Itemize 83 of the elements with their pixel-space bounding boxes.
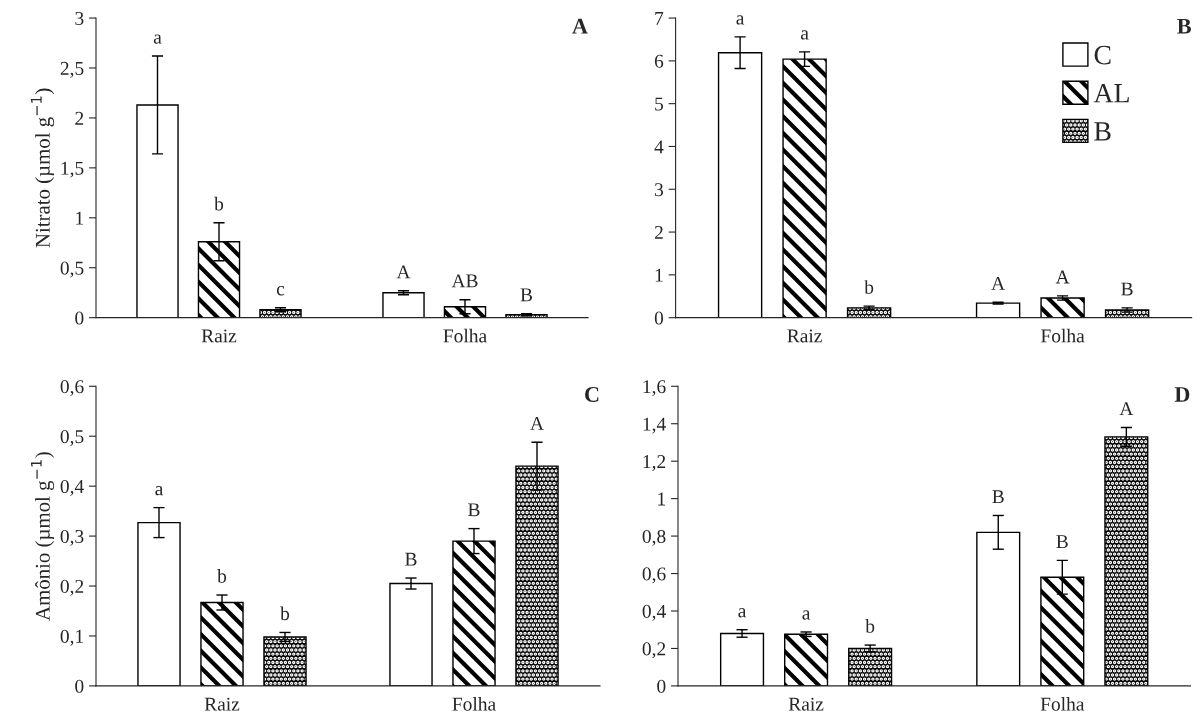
x-tick-label: Raiz [788, 697, 824, 711]
x-tick-label: Folha [1040, 697, 1085, 711]
bar [846, 307, 892, 318]
y-tick-label: 7 [655, 12, 664, 25]
data-label: b [217, 569, 227, 583]
y-tick-label: 1,4 [643, 417, 666, 434]
y-tick-label: 0 [75, 311, 84, 325]
data-label: A [1055, 270, 1070, 284]
data-label: A [530, 416, 544, 430]
y-tick-label: 2 [75, 111, 84, 125]
data-label: b [214, 196, 224, 211]
y-tick-label: 1 [658, 492, 666, 506]
y-tick-label: 6 [654, 54, 664, 68]
y-tick-label: 4 [654, 140, 664, 154]
y-tick-label: 1,6 [643, 380, 666, 397]
y-tick-label: 1 [655, 268, 663, 282]
data-label: a [736, 15, 745, 25]
x-tick-label: Folha [443, 328, 487, 343]
legend-label: B [1094, 122, 1111, 141]
legend-label: C [1094, 45, 1111, 65]
x-tick-label: Raiz [201, 329, 237, 343]
y-tick-label: 3 [75, 11, 84, 25]
data-label: a [153, 34, 162, 44]
data-label: b [865, 619, 875, 633]
bar [975, 302, 1021, 318]
data-label: b [864, 280, 874, 294]
y-tick-label: 0 [657, 679, 666, 693]
bar [1104, 309, 1150, 318]
chart-title: C [585, 386, 599, 402]
y-tick-label: 0,6 [60, 380, 84, 397]
data-label: A [991, 276, 1005, 290]
y-tick-label: 0,1 [60, 629, 84, 646]
y-tick-label: 5 [655, 97, 664, 111]
data-label: B [520, 288, 533, 302]
y-axis-title: Nitrato (µmol g$^{−1}$) [31, 88, 55, 248]
data-label: B [468, 503, 480, 517]
y-tick-label: 2 [654, 225, 663, 239]
y-tick-label: 2,5 [60, 61, 84, 78]
data-label: a [155, 486, 164, 496]
data-label: A [396, 265, 411, 279]
data-label: AB [451, 274, 478, 288]
data-label: a [802, 610, 811, 620]
y-tick-label: 0,6 [642, 567, 666, 584]
data-label: B [992, 490, 1004, 504]
y-tick-label: 0,2 [60, 579, 84, 596]
x-tick-label: Folha [1041, 328, 1085, 343]
y-tick-label: 0,2 [642, 642, 666, 659]
bar [848, 647, 893, 686]
y-tick-label: 1 [76, 211, 84, 225]
data-label: B [405, 552, 417, 566]
y-tick-label: 0,8 [642, 529, 666, 546]
y-tick-label: 0,5 [60, 261, 84, 278]
y-tick-label: 0,3 [60, 529, 84, 546]
data-label: a [738, 608, 747, 618]
y-tick-label: 3 [655, 183, 664, 197]
chart-title: B [1177, 18, 1191, 34]
bar [382, 292, 425, 318]
chart-title: A [572, 18, 588, 34]
data-label: B [1121, 282, 1133, 296]
data-label: A [1119, 402, 1134, 415]
y-tick-label: 0 [654, 311, 664, 325]
data-label: b [280, 606, 290, 621]
bar [719, 632, 765, 686]
data-label: c [276, 286, 285, 296]
bar [1040, 297, 1085, 318]
y-tick-label: 0,4 [60, 479, 84, 496]
bar [784, 633, 829, 686]
data-label: a [800, 30, 809, 40]
x-tick-label: Folha [452, 697, 496, 711]
bar [389, 582, 433, 686]
chart-title: D [1174, 387, 1190, 402]
y-tick-label: 0 [75, 679, 84, 693]
y-tick-label: 0,4 [642, 604, 666, 621]
y-axis-title: Amônio (µmol g$^{−1}$) [31, 452, 55, 621]
data-label: B [1056, 535, 1068, 549]
y-tick-label: 0,5 [60, 430, 84, 446]
x-tick-label: Raiz [787, 329, 822, 343]
bar [259, 308, 302, 318]
x-tick-label: Raiz [204, 697, 240, 711]
legend-label: AL [1093, 83, 1129, 103]
bar [263, 636, 307, 686]
y-tick-label: 1,2 [643, 455, 666, 471]
y-tick-label: 1,5 [61, 161, 84, 178]
